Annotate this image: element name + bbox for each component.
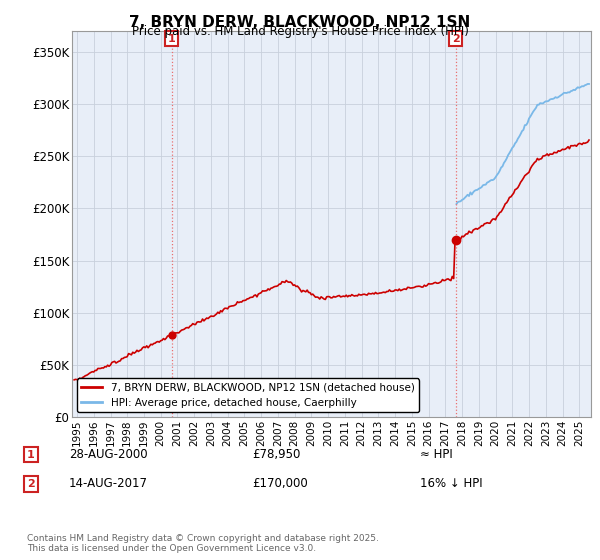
Text: £78,950: £78,950 — [252, 448, 301, 461]
Text: ≈ HPI: ≈ HPI — [420, 448, 453, 461]
Text: 1: 1 — [27, 450, 35, 460]
Text: £170,000: £170,000 — [252, 477, 308, 491]
Text: 28-AUG-2000: 28-AUG-2000 — [69, 448, 148, 461]
Text: 2: 2 — [452, 34, 460, 44]
Legend: 7, BRYN DERW, BLACKWOOD, NP12 1SN (detached house), HPI: Average price, detached: 7, BRYN DERW, BLACKWOOD, NP12 1SN (detac… — [77, 379, 419, 412]
Text: 7, BRYN DERW, BLACKWOOD, NP12 1SN: 7, BRYN DERW, BLACKWOOD, NP12 1SN — [130, 15, 470, 30]
Text: 2: 2 — [27, 479, 35, 489]
Text: 14-AUG-2017: 14-AUG-2017 — [69, 477, 148, 491]
Text: 16% ↓ HPI: 16% ↓ HPI — [420, 477, 482, 491]
Text: 1: 1 — [168, 34, 175, 44]
Text: Contains HM Land Registry data © Crown copyright and database right 2025.
This d: Contains HM Land Registry data © Crown c… — [27, 534, 379, 553]
Text: Price paid vs. HM Land Registry's House Price Index (HPI): Price paid vs. HM Land Registry's House … — [131, 25, 469, 38]
